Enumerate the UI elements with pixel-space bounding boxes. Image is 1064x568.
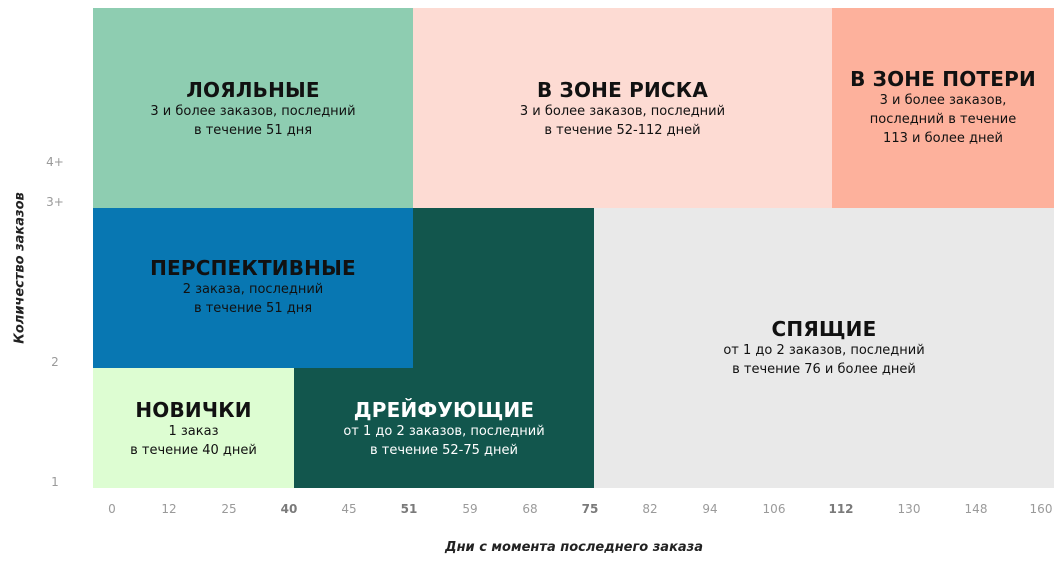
x-tick: 112 <box>828 502 854 516</box>
x-tick: 148 <box>964 502 988 516</box>
segment-newbies: НОВИЧКИ 1 заказ в течение 40 дней <box>93 368 294 488</box>
segment-drifting: ДРЕЙФУЮЩИЕ от 1 до 2 заказов, последний … <box>294 368 594 488</box>
segment-sleeping: СПЯЩИЕ от 1 до 2 заказов, последний в те… <box>594 208 1054 488</box>
x-tick: 59 <box>462 502 478 516</box>
segment-at-risk-title: В ЗОНЕ РИСКА <box>536 78 709 102</box>
segment-drifting-upper <box>413 208 594 368</box>
y-tick-1: 1 <box>51 475 59 489</box>
x-axis-label: Дни с момента последнего заказа <box>445 540 703 555</box>
y-tick-4plus: 4+ <box>46 155 64 169</box>
y-tick-3plus: 3+ <box>46 195 64 209</box>
segment-promising-desc: 2 заказа, последний в течение 51 дня <box>182 282 324 316</box>
x-tick: 25 <box>221 502 237 516</box>
x-tick: 130 <box>897 502 921 516</box>
segment-newbies-desc: 1 заказ в течение 40 дней <box>130 424 257 458</box>
x-tick: 51 <box>400 502 418 516</box>
segment-sleeping-title: СПЯЩИЕ <box>771 317 877 341</box>
segment-loyal: ЛОЯЛЬНЫЕ 3 и более заказов, последний в … <box>93 8 413 208</box>
x-tick: 82 <box>642 502 658 516</box>
segment-at-risk-desc: 3 и более заказов, последний в течение 5… <box>519 104 726 138</box>
x-tick: 106 <box>762 502 786 516</box>
segment-drifting-title: ДРЕЙФУЮЩИЕ <box>353 398 535 422</box>
segment-losing: В ЗОНЕ ПОТЕРИ 3 и более заказов, последн… <box>832 8 1054 208</box>
segment-losing-title: В ЗОНЕ ПОТЕРИ <box>850 67 1036 91</box>
x-tick: 75 <box>581 502 599 516</box>
segment-promising: ПЕРСПЕКТИВНЫЕ 2 заказа, последний в тече… <box>93 208 413 368</box>
x-tick: 94 <box>702 502 718 516</box>
segment-loyal-desc: 3 и более заказов, последний в течение 5… <box>150 104 356 138</box>
x-tick: 0 <box>108 502 116 516</box>
y-tick-2: 2 <box>51 355 59 369</box>
x-tick: 68 <box>522 502 538 516</box>
x-tick: 160 <box>1029 502 1053 516</box>
y-axis-label: Количество заказов <box>12 192 28 344</box>
segment-drifting-desc: от 1 до 2 заказов, последний в течение 5… <box>343 424 545 458</box>
x-tick: 12 <box>161 502 177 516</box>
x-tick: 45 <box>341 502 357 516</box>
x-tick: 40 <box>280 502 298 516</box>
segment-promising-title: ПЕРСПЕКТИВНЫЕ <box>150 256 356 280</box>
segment-at-risk: В ЗОНЕ РИСКА 3 и более заказов, последни… <box>413 8 832 208</box>
segment-newbies-title: НОВИЧКИ <box>135 398 252 422</box>
segment-sleeping-desc: от 1 до 2 заказов, последний в течение 7… <box>723 343 925 377</box>
segment-losing-desc: 3 и более заказов, последний в течение 1… <box>869 93 1017 146</box>
segment-loyal-title: ЛОЯЛЬНЫЕ <box>186 78 320 102</box>
